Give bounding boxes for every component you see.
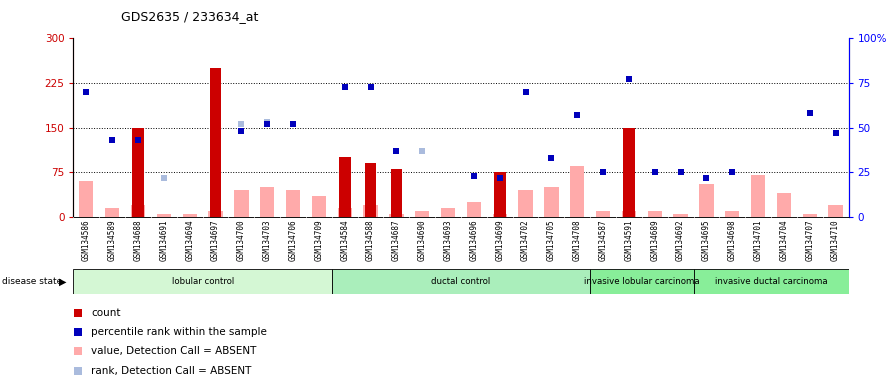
Text: GSM134591: GSM134591: [625, 220, 633, 261]
Bar: [441, 208, 455, 217]
Bar: [493, 214, 507, 217]
Bar: [648, 211, 662, 217]
Bar: [699, 184, 713, 217]
Bar: [694, 269, 849, 294]
Text: ▶: ▶: [59, 276, 66, 286]
Bar: [389, 214, 403, 217]
Bar: [312, 196, 326, 217]
Bar: [623, 127, 634, 217]
Bar: [365, 164, 376, 217]
Text: GSM134693: GSM134693: [444, 220, 452, 261]
Text: GSM134588: GSM134588: [366, 220, 375, 261]
Bar: [79, 181, 93, 217]
Bar: [332, 269, 590, 294]
Bar: [131, 205, 145, 217]
Bar: [133, 127, 144, 217]
Text: GSM134709: GSM134709: [314, 220, 323, 261]
Bar: [544, 187, 558, 217]
Bar: [338, 208, 352, 217]
Bar: [209, 211, 223, 217]
Bar: [751, 175, 765, 217]
Bar: [777, 193, 791, 217]
Text: percentile rank within the sample: percentile rank within the sample: [91, 327, 267, 337]
Text: invasive lobular carcinoma: invasive lobular carcinoma: [584, 277, 700, 286]
Bar: [73, 269, 332, 294]
Text: GSM134703: GSM134703: [263, 220, 271, 261]
Bar: [494, 172, 505, 217]
Bar: [183, 214, 197, 217]
Text: GSM134707: GSM134707: [806, 220, 814, 261]
Text: GSM134697: GSM134697: [211, 220, 220, 261]
Text: GSM134687: GSM134687: [392, 220, 401, 261]
Text: lobular control: lobular control: [171, 277, 234, 286]
Text: GSM134699: GSM134699: [495, 220, 504, 261]
Bar: [519, 190, 533, 217]
Text: GSM134689: GSM134689: [650, 220, 659, 261]
Text: count: count: [91, 308, 121, 318]
Text: GSM134710: GSM134710: [831, 220, 840, 261]
Bar: [157, 214, 171, 217]
Bar: [415, 211, 429, 217]
Text: GSM134694: GSM134694: [185, 220, 194, 261]
Text: GSM134688: GSM134688: [134, 220, 142, 261]
Bar: [210, 68, 221, 217]
Bar: [260, 187, 274, 217]
Bar: [829, 205, 843, 217]
Bar: [467, 202, 481, 217]
Bar: [803, 214, 817, 217]
Text: GSM134705: GSM134705: [547, 220, 556, 261]
Text: ductal control: ductal control: [431, 277, 491, 286]
Text: GSM134589: GSM134589: [108, 220, 116, 261]
Bar: [364, 205, 378, 217]
Text: GSM134692: GSM134692: [676, 220, 685, 261]
Text: GSM134587: GSM134587: [599, 220, 607, 261]
Text: value, Detection Call = ABSENT: value, Detection Call = ABSENT: [91, 346, 257, 356]
Text: GSM134698: GSM134698: [728, 220, 737, 261]
Bar: [622, 211, 636, 217]
Bar: [590, 269, 694, 294]
Bar: [339, 157, 350, 217]
Text: GSM134708: GSM134708: [573, 220, 582, 261]
Text: GSM134701: GSM134701: [754, 220, 762, 261]
Bar: [286, 190, 300, 217]
Bar: [105, 208, 119, 217]
Bar: [234, 190, 248, 217]
Text: GSM134704: GSM134704: [780, 220, 788, 261]
Bar: [725, 211, 739, 217]
Text: GSM134695: GSM134695: [702, 220, 711, 261]
Text: GSM134696: GSM134696: [470, 220, 478, 261]
Text: GSM134691: GSM134691: [159, 220, 168, 261]
Text: disease state: disease state: [2, 277, 62, 286]
Text: GSM134690: GSM134690: [418, 220, 426, 261]
Bar: [596, 211, 610, 217]
Text: GSM134586: GSM134586: [82, 220, 90, 261]
Text: GSM134700: GSM134700: [237, 220, 246, 261]
Text: invasive ductal carcinoma: invasive ductal carcinoma: [715, 277, 827, 286]
Text: GSM134706: GSM134706: [289, 220, 297, 261]
Bar: [674, 214, 688, 217]
Bar: [570, 166, 584, 217]
Bar: [391, 169, 402, 217]
Text: GSM134584: GSM134584: [340, 220, 349, 261]
Text: GDS2635 / 233634_at: GDS2635 / 233634_at: [121, 10, 258, 23]
Text: GSM134702: GSM134702: [521, 220, 530, 261]
Text: rank, Detection Call = ABSENT: rank, Detection Call = ABSENT: [91, 366, 252, 376]
